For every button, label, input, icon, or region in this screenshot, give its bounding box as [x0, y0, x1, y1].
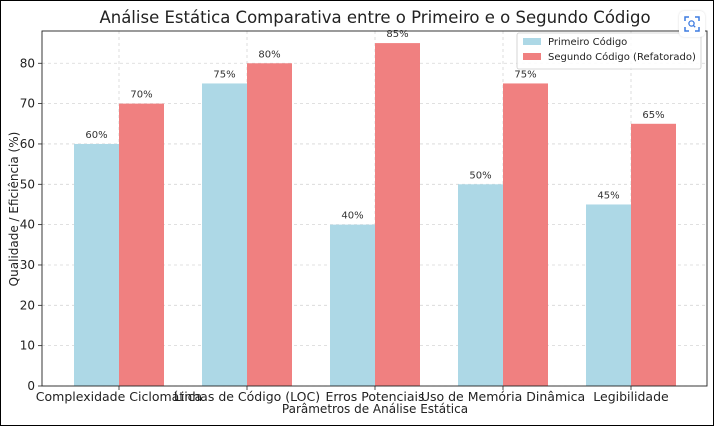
y-tick-label: 80 — [20, 56, 35, 70]
data-label: 45% — [597, 190, 619, 201]
x-tick-label: Complexidade Ciclomática — [36, 389, 202, 404]
legend-box — [516, 32, 702, 70]
y-tick-label: 50 — [20, 177, 35, 191]
data-label: 70% — [130, 90, 152, 101]
bar-segundo-2 — [375, 43, 420, 387]
y-tick-label: 70 — [20, 97, 35, 111]
bar-segundo-0 — [119, 103, 164, 386]
y-tick-label: 60 — [20, 137, 35, 151]
data-label: 40% — [341, 211, 363, 222]
x-tick-label: Linhas de Código (LOC) — [174, 389, 320, 404]
y-ticks: 0 10 20 30 40 50 60 70 80 — [20, 56, 42, 393]
y-tick-label: 40 — [20, 218, 35, 232]
bar-primeiro-0 — [74, 143, 119, 386]
bars — [74, 43, 676, 387]
bar-primeiro-4 — [586, 204, 631, 386]
bar-primeiro-1 — [202, 83, 247, 387]
legend-swatch — [523, 38, 541, 45]
bar-primeiro-3 — [458, 184, 503, 386]
y-tick-label: 10 — [20, 339, 35, 353]
legend-swatch — [523, 53, 541, 60]
x-tick-label: Uso de Memória Dinâmica — [421, 389, 585, 404]
data-label: 60% — [85, 130, 107, 141]
expand-scan-icon — [684, 16, 700, 32]
axes — [41, 30, 708, 387]
expand-button[interactable] — [679, 11, 705, 37]
x-tick-label: Legibilidade — [593, 389, 669, 404]
plot-area-border — [41, 30, 708, 387]
chart-title: Análise Estática Comparativa entre o Pri… — [99, 8, 650, 27]
legend-label: Segundo Código (Refatorado) — [548, 51, 696, 63]
bar-segundo-1 — [247, 63, 292, 386]
x-tick-label: Erros Potenciais — [325, 389, 424, 404]
y-tick-label: 20 — [20, 298, 35, 312]
data-labels: 60% 70% 75% 80% 40% 85% 50% 75% 45% 65% — [85, 29, 664, 222]
data-label: 75% — [514, 69, 536, 80]
x-axis-label: Parâmetros de Análise Estática — [282, 402, 468, 416]
legend: Primeiro Código Segundo Código (Refatorad… — [516, 32, 702, 70]
data-label: 75% — [213, 69, 235, 80]
data-label: 65% — [642, 110, 664, 121]
legend-label: Primeiro Código — [548, 36, 627, 48]
bar-segundo-3 — [503, 83, 548, 387]
data-label: 80% — [258, 49, 280, 60]
bar-segundo-4 — [631, 123, 676, 386]
data-label: 50% — [469, 170, 491, 181]
data-label: 85% — [386, 29, 408, 40]
y-tick-label: 30 — [20, 258, 35, 272]
bar-primeiro-2 — [330, 224, 375, 386]
y-axis-label: Qualidade / Eficiência (%) — [7, 132, 21, 287]
y-tick-label: 0 — [27, 379, 35, 393]
